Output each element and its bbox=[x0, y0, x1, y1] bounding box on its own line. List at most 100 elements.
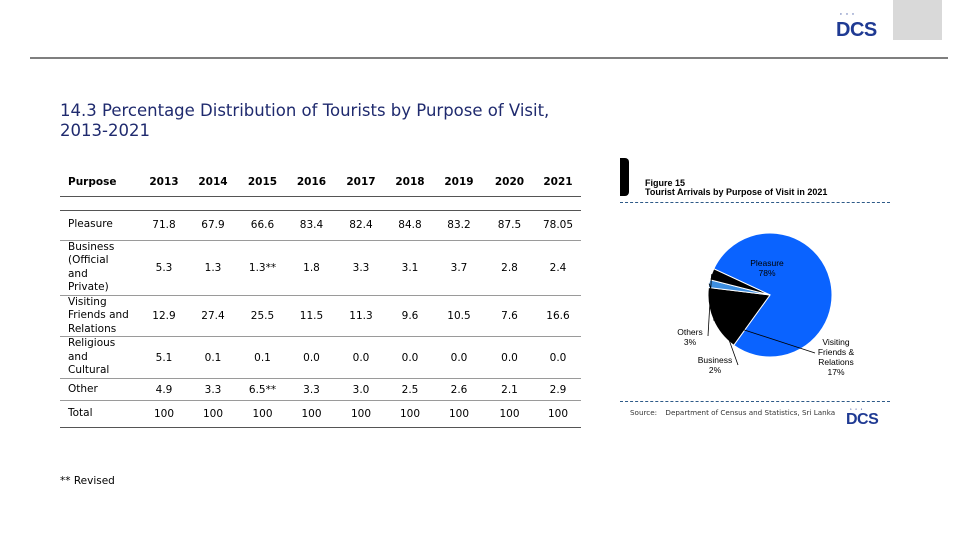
pie-label-vfr: Visiting bbox=[822, 337, 850, 347]
source-note: Source: Department of Census and Statist… bbox=[630, 408, 841, 417]
logo-text: DCS bbox=[846, 411, 879, 428]
cell: 11.5 bbox=[287, 295, 336, 337]
cell: 7.6 bbox=[484, 295, 535, 337]
source-label: Source: bbox=[630, 408, 658, 417]
cell: 82.4 bbox=[336, 210, 386, 241]
cell: 2.4 bbox=[535, 240, 581, 296]
cell: 3.0 bbox=[336, 378, 386, 401]
table-spacer bbox=[60, 196, 581, 211]
table-row: Religious and Cultural 5.1 0.1 0.1 0.0 0… bbox=[60, 336, 581, 379]
figure-subtitle: Tourist Arrivals by Purpose of Visit in … bbox=[645, 187, 828, 197]
cell: 27.4 bbox=[188, 295, 238, 337]
title-line-2: 2013-2021 bbox=[60, 121, 150, 140]
cell: 3.3 bbox=[336, 240, 386, 296]
pie-label-vfr: Relations bbox=[818, 357, 853, 367]
cell: 2.8 bbox=[484, 240, 535, 296]
logo-text: DCS bbox=[836, 19, 877, 41]
cell: 83.2 bbox=[434, 210, 484, 241]
cell: 0.0 bbox=[535, 336, 581, 379]
cell: 83.4 bbox=[287, 210, 336, 241]
header-year: 2014 bbox=[188, 168, 238, 197]
cell: 1.3 bbox=[188, 240, 238, 296]
cell: 6.5** bbox=[238, 378, 287, 401]
cell: 11.3 bbox=[336, 295, 386, 337]
dcs-logo-small: ﾟ ﾟ ﾟ DCS bbox=[846, 407, 886, 428]
cell: 100 bbox=[386, 400, 434, 428]
figure-accent-bar bbox=[620, 158, 629, 196]
header-year: 2017 bbox=[336, 168, 386, 197]
cell: 0.0 bbox=[434, 336, 484, 379]
cell: 100 bbox=[287, 400, 336, 428]
cell: 1.3** bbox=[238, 240, 287, 296]
footnote: ** Revised bbox=[60, 475, 115, 487]
dcs-logo: ﾟ ﾟ ﾟ DCS bbox=[836, 12, 880, 41]
cell: 100 bbox=[336, 400, 386, 428]
row-label: Pleasure bbox=[60, 210, 140, 241]
cell: 84.8 bbox=[386, 210, 434, 241]
pie-label-others: 3% bbox=[684, 337, 697, 347]
figure-bottom-rule bbox=[620, 401, 890, 402]
cell: 100 bbox=[484, 400, 535, 428]
pie-label-vfr: 17% bbox=[827, 367, 844, 377]
header-year: 2021 bbox=[535, 168, 581, 197]
table-row: Visiting Friends and Relations 12.9 27.4… bbox=[60, 295, 581, 337]
cell: 2.1 bbox=[484, 378, 535, 401]
cell: 87.5 bbox=[484, 210, 535, 241]
cell: 71.8 bbox=[140, 210, 188, 241]
cell: 5.1 bbox=[140, 336, 188, 379]
pie-label-business: Business bbox=[698, 355, 733, 365]
leader-line bbox=[713, 319, 816, 354]
purpose-table: Purpose 2013 2014 2015 2016 2017 2018 20… bbox=[60, 168, 581, 428]
header-year: 2015 bbox=[238, 168, 287, 197]
header-rule bbox=[30, 57, 948, 59]
pie-label-pleasure: Pleasure bbox=[750, 258, 784, 268]
cell: 3.3 bbox=[188, 378, 238, 401]
cell: 9.6 bbox=[386, 295, 434, 337]
table-header-row: Purpose 2013 2014 2015 2016 2017 2018 20… bbox=[60, 168, 581, 197]
source-text: Department of Census and Statistics, Sri… bbox=[665, 408, 836, 417]
cell: 0.1 bbox=[238, 336, 287, 379]
pie-label-business: 2% bbox=[709, 365, 722, 375]
cell: 0.0 bbox=[287, 336, 336, 379]
cell: 2.9 bbox=[535, 378, 581, 401]
pie-slice-others bbox=[709, 268, 771, 296]
cell: 100 bbox=[140, 400, 188, 428]
header-year: 2016 bbox=[287, 168, 336, 197]
leader-line bbox=[708, 283, 739, 366]
row-label: Business (Official and Private) bbox=[60, 240, 140, 296]
table-row: Business (Official and Private) 5.3 1.3 … bbox=[60, 240, 581, 296]
header-year: 2013 bbox=[140, 168, 188, 197]
page-title: 14.3 Percentage Distribution of Tourists… bbox=[60, 101, 549, 141]
header-purpose: Purpose bbox=[60, 168, 140, 197]
cell: 67.9 bbox=[188, 210, 238, 241]
cell: 3.3 bbox=[287, 378, 336, 401]
cell: 12.9 bbox=[140, 295, 188, 337]
pie-label-others: Others bbox=[677, 327, 703, 337]
title-line-1: 14.3 Percentage Distribution of Tourists… bbox=[60, 101, 550, 120]
logo-dots: ﾟ ﾟ ﾟ bbox=[850, 409, 865, 416]
logo-dots: ﾟ ﾟ ﾟ bbox=[840, 13, 857, 21]
row-label: Visiting Friends and Relations bbox=[60, 295, 140, 337]
cell: 16.6 bbox=[535, 295, 581, 337]
cell: 10.5 bbox=[434, 295, 484, 337]
cell: 66.6 bbox=[238, 210, 287, 241]
cell: 100 bbox=[535, 400, 581, 428]
figure-label: Figure 15 bbox=[645, 178, 686, 188]
figure-top-rule bbox=[620, 202, 890, 203]
cell: 100 bbox=[238, 400, 287, 428]
cell: 0.0 bbox=[484, 336, 535, 379]
cell: 25.5 bbox=[238, 295, 287, 337]
cell: 2.6 bbox=[434, 378, 484, 401]
header-year: 2018 bbox=[386, 168, 434, 197]
leader-line bbox=[707, 274, 712, 337]
pie-label-pleasure: 78% bbox=[758, 268, 775, 278]
table-row: Pleasure 71.8 67.9 66.6 83.4 82.4 84.8 8… bbox=[60, 210, 581, 241]
header-year: 2020 bbox=[484, 168, 535, 197]
row-label: Religious and Cultural bbox=[60, 336, 140, 379]
cell: 0.0 bbox=[386, 336, 434, 379]
cell: 3.7 bbox=[434, 240, 484, 296]
cell: 2.5 bbox=[386, 378, 434, 401]
cell: 3.1 bbox=[386, 240, 434, 296]
table-row: Other 4.9 3.3 6.5** 3.3 3.0 2.5 2.6 2.1 … bbox=[60, 378, 581, 401]
